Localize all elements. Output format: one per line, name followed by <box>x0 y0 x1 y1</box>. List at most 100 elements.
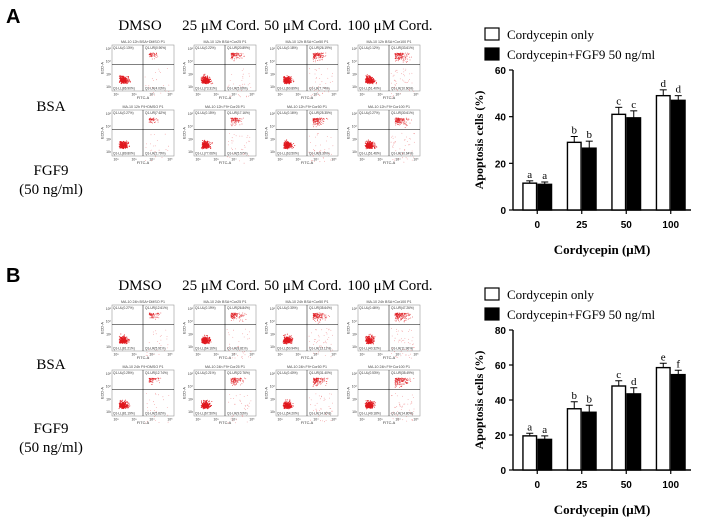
facs-y-label: ECD-A <box>265 127 269 139</box>
facs-x-tick: 10⁵ <box>413 158 419 162</box>
facs-quadrant-ur: Q1-UR(0.90%) <box>145 46 166 50</box>
facs-y-tick: 10⁴ <box>352 60 358 64</box>
facs-y-tick: 10³ <box>188 137 194 141</box>
significance-letter: f <box>676 358 680 370</box>
significance-letter: e <box>661 351 666 363</box>
facs-x-label: FITC-A <box>219 356 232 360</box>
facs-x-tick: 10² <box>360 158 366 162</box>
facs-y-tick: 10⁴ <box>352 320 358 324</box>
x-axis-title-a: Cordycepin (μM) <box>554 242 651 257</box>
column-header-100-a: 100 μM Cord. <box>344 18 436 35</box>
facs-plot-a-0-3: MA-10 12h BSA+Cor100 P1Q1-UL(0.12%)Q1-UR… <box>346 38 426 101</box>
legend-swatch-b-1 <box>485 308 499 320</box>
facs-plot-a-1-0: MA-10 12h F9+DMSO P1Q1-UL(0.27%)Q1-UR(7.… <box>100 103 180 166</box>
facs-title: MA-10 12h BSA+Cor100 P1 <box>366 40 411 44</box>
significance-letter: a <box>542 170 547 182</box>
significance-letter: c <box>616 369 621 381</box>
facs-plot-b-1-2: MA-10 24h F9+Cor50 P1Q1-UL(0.40%)Q1-UR(3… <box>264 363 344 426</box>
y-axis-title-a: Apoptosis cells (%) <box>472 91 486 190</box>
column-header-25-a: 25 μM Cord. <box>180 18 262 35</box>
facs-quadrant-ll: Q1-LL(49.18%) <box>359 412 381 416</box>
facs-quadrant-lr: Q1-LR(5.60%) <box>227 87 248 91</box>
significance-letter: b <box>587 129 593 141</box>
facs-y-tick: 10² <box>106 85 112 89</box>
facs-y-tick: 10⁵ <box>188 47 194 51</box>
facs-quadrant-lr: Q1-LR(13.12%) <box>309 347 331 351</box>
facs-y-label: ECD-A <box>265 322 269 334</box>
facs-x-tick: 10² <box>196 93 202 97</box>
y-tick-label: 0 <box>500 466 506 477</box>
facs-quadrant-ll: Q1-LL(54.20%) <box>277 412 299 416</box>
facs-y-tick: 10⁴ <box>188 60 194 64</box>
facs-x-tick: 10⁴ <box>313 418 319 422</box>
facs-y-tick: 10² <box>352 410 358 414</box>
facs-y-label: ECD-A <box>183 62 187 74</box>
facs-plot-b-1-0: MA-10 24h F9+DMSO P1Q1-UL(0.25%)Q1-UR(12… <box>100 363 180 426</box>
legend-label-b-0: Cordycepin only <box>507 287 595 302</box>
facs-y-tick: 10⁴ <box>188 320 194 324</box>
facs-y-tick: 10⁴ <box>188 385 194 389</box>
facs-x-tick: 10⁵ <box>413 418 419 422</box>
facs-x-tick: 10⁴ <box>395 93 401 97</box>
facs-y-label: ECD-A <box>183 387 187 399</box>
facs-x-tick: 10⁵ <box>249 93 255 97</box>
facs-y-tick: 10⁴ <box>270 60 276 64</box>
facs-x-tick: 10⁵ <box>249 418 255 422</box>
facs-x-tick: 10² <box>114 158 120 162</box>
facs-x-label: FITC-A <box>301 96 314 100</box>
bar-a-1-0 <box>538 184 552 210</box>
facs-y-label: ECD-A <box>265 387 269 399</box>
facs-quadrant-lr: Q1-LR(11.96%) <box>391 347 413 351</box>
panel-letter-b: B <box>6 265 20 288</box>
facs-quadrant-ll: Q1-LL(73.31%) <box>195 87 217 91</box>
bar-b-0-0 <box>523 436 537 470</box>
facs-quadrant-lr: Q1-LR(14.80%) <box>391 412 413 416</box>
facs-y-tick: 10³ <box>188 397 194 401</box>
facs-quadrant-ur: Q1-UR(33.61%) <box>391 46 414 50</box>
facs-x-tick: 10² <box>196 353 202 357</box>
facs-y-tick: 10³ <box>352 397 358 401</box>
facs-y-tick: 10³ <box>270 332 276 336</box>
y-tick-label: 40 <box>495 113 507 124</box>
facs-quadrant-ul: Q1-UL(0.46%) <box>359 306 380 310</box>
significance-letter: b <box>572 390 578 402</box>
facs-quadrant-lr: Q1-LR(14.00%) <box>309 412 331 416</box>
facs-quadrant-lr: Q1-LR(8.30%) <box>309 152 330 156</box>
facs-x-label: FITC-A <box>383 356 396 360</box>
facs-quadrant-lr: Q1-LR(8.81%) <box>227 347 248 351</box>
facs-title: MA-10 24h F9+Cor25 P1 <box>205 365 245 369</box>
facs-y-tick: 10² <box>188 345 194 349</box>
facs-y-tick: 10⁵ <box>106 112 112 116</box>
facs-y-tick: 10⁴ <box>270 320 276 324</box>
facs-y-tick: 10⁴ <box>352 125 358 129</box>
row-label-line: FGF9 <box>33 421 68 437</box>
legend-label-a-1: Cordycepin+FGF9 50 ng/ml <box>507 47 656 62</box>
facs-x-tick: 10⁴ <box>149 418 155 422</box>
facs-plot-a-1-2: MA-10 12h F9+Cor50 P1Q1-UL(0.16%)Q1-UR(2… <box>264 103 344 166</box>
facs-quadrant-lr: Q1-LR(5.82%) <box>145 412 166 416</box>
facs-x-tick: 10⁴ <box>149 353 155 357</box>
facs-quadrant-ul: Q1-UL(0.13%) <box>113 46 134 50</box>
significance-letter: b <box>587 393 593 405</box>
x-tick-label: 0 <box>534 220 540 231</box>
row-label-fgf9-a: FGF9 (50 ng/ml) <box>16 162 86 200</box>
facs-x-tick: 10⁵ <box>331 418 337 422</box>
facs-quadrant-ll: Q1-LL(81.19%) <box>113 412 135 416</box>
facs-quadrant-ll: Q1-LL(67.50%) <box>195 412 217 416</box>
facs-y-tick: 10⁴ <box>352 385 358 389</box>
facs-quadrant-lr: Q1-LR(10.64%) <box>391 152 413 156</box>
facs-quadrant-ll: Q1-LL(51.46%) <box>359 152 381 156</box>
facs-x-tick: 10⁴ <box>313 158 319 162</box>
facs-quadrant-ul: Q1-UL(0.27%) <box>113 306 134 310</box>
facs-y-tick: 10⁴ <box>270 385 276 389</box>
bar-a-1-2 <box>627 118 641 210</box>
facs-title: MA-10 12h BSA+Cor25 P1 <box>203 40 246 44</box>
x-tick-label: 100 <box>662 220 679 231</box>
facs-x-tick: 10⁵ <box>331 353 337 357</box>
facs-quadrant-ul: Q1-UL(0.18%) <box>277 46 298 50</box>
facs-title: MA-10 24h BSA+DMSO P1 <box>121 300 165 304</box>
facs-y-tick: 10⁵ <box>352 372 358 376</box>
facs-title: MA-10 24h BSA+Cor25 P1 <box>203 300 246 304</box>
bar-b-1-0 <box>538 439 552 470</box>
facs-x-tick: 10² <box>278 353 284 357</box>
